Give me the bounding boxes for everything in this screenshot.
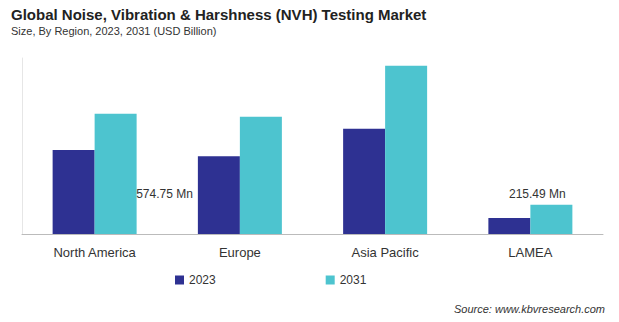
- svg-text:Asia Pacific: Asia Pacific: [352, 245, 420, 260]
- svg-text:215.49 Mn: 215.49 Mn: [509, 187, 566, 201]
- svg-text:Size, By Region, 2023, 2031 (U: Size, By Region, 2023, 2031 (USD Billion…: [11, 25, 216, 37]
- svg-text:Global Noise, Vibration & Hars: Global Noise, Vibration & Harshness (NVH…: [11, 6, 426, 23]
- svg-text:2023: 2023: [189, 273, 216, 287]
- svg-text:2031: 2031: [340, 273, 367, 287]
- svg-text:Source: www.kbvresearch.com: Source: www.kbvresearch.com: [454, 303, 605, 315]
- svg-text:574.75 Mn: 574.75 Mn: [136, 187, 193, 201]
- svg-text:LAMEA: LAMEA: [508, 245, 552, 260]
- svg-text:Europe: Europe: [219, 245, 261, 260]
- svg-text:North America: North America: [53, 245, 136, 260]
